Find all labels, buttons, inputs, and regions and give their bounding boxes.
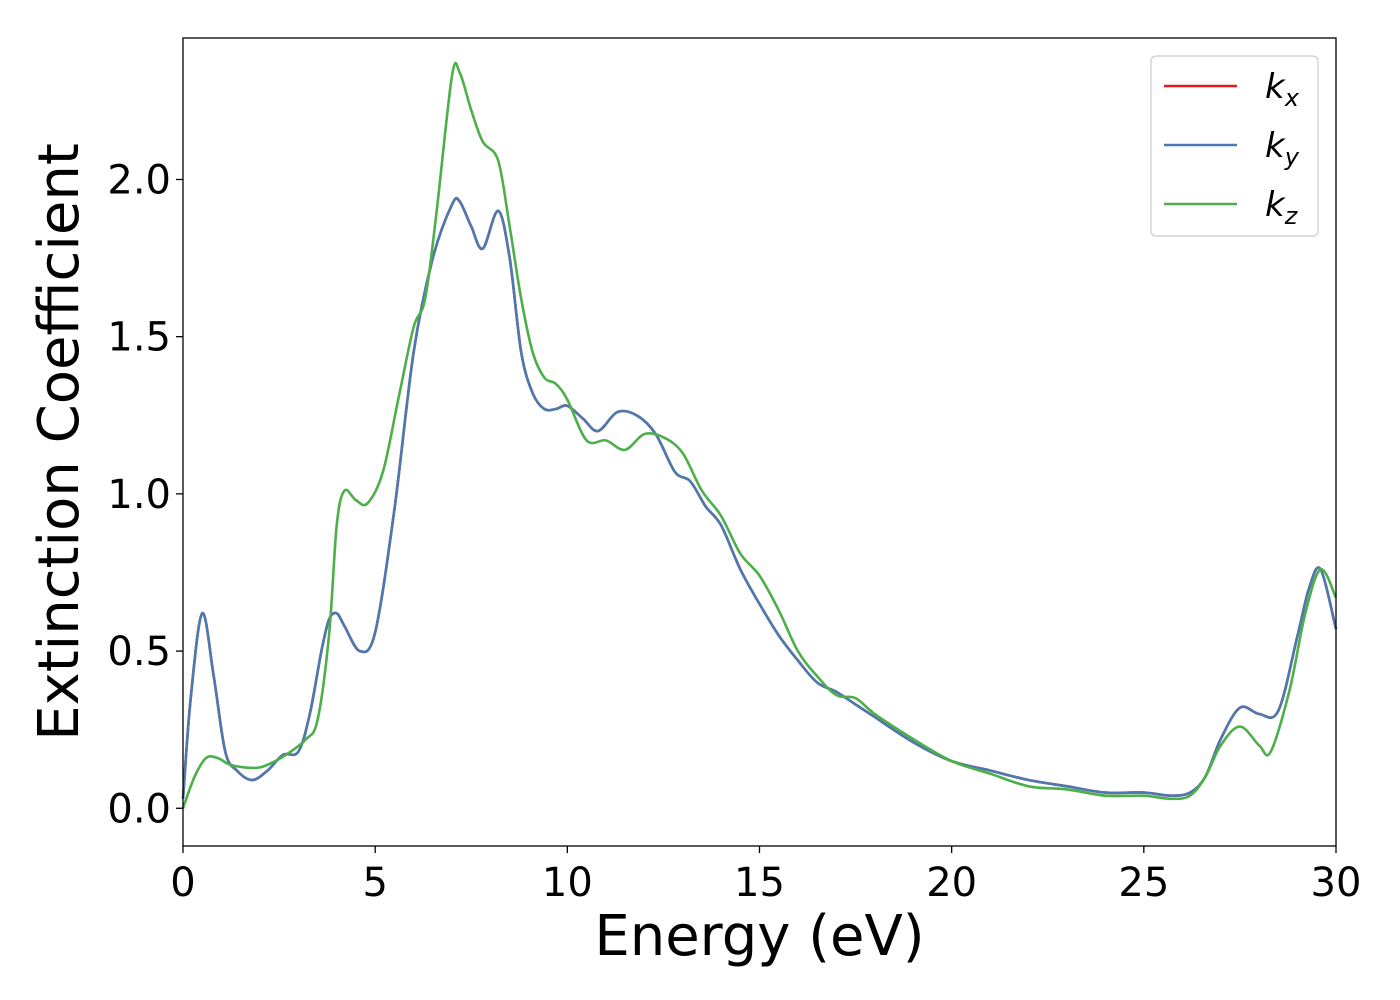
x-tick-label: 30: [1311, 860, 1362, 906]
x-tick-label: 20: [926, 860, 977, 906]
legend-label-base: k: [1265, 185, 1286, 225]
x-axis-title: Energy (eV): [594, 904, 924, 969]
x-axis-ticks: 0 5 10 15 20 25 30: [170, 846, 1361, 906]
legend-label-base: k: [1265, 67, 1286, 107]
series-line-ky: [181, 196, 1338, 799]
x-tick-label: 5: [362, 860, 387, 906]
y-tick-label: 1.5: [107, 315, 171, 361]
y-axis-title: Extinction Coefficient: [27, 143, 92, 741]
legend-label-base: k: [1265, 126, 1286, 166]
legend-label-kx: kx: [1265, 67, 1300, 112]
y-tick-label: 2.0: [107, 157, 171, 203]
series-line-kz: [181, 61, 1338, 809]
y-tick-label: 0.5: [107, 629, 171, 675]
plot-lines: [181, 61, 1338, 809]
legend-label-ky: ky: [1265, 126, 1300, 171]
x-tick-label: 15: [734, 860, 785, 906]
legend-label-subscript: z: [1284, 202, 1299, 230]
legend-label-subscript: x: [1284, 84, 1300, 112]
y-tick-label: 1.0: [107, 472, 171, 518]
legend-label-kz: kz: [1265, 185, 1299, 230]
legend-label-subscript: y: [1284, 143, 1300, 171]
x-tick-label: 10: [542, 860, 593, 906]
y-axis-ticks: 0.0 0.5 1.0 1.5 2.0: [107, 157, 183, 832]
x-tick-label: 0: [170, 860, 195, 906]
y-tick-label: 0.0: [107, 786, 171, 832]
x-tick-label: 25: [1118, 860, 1169, 906]
